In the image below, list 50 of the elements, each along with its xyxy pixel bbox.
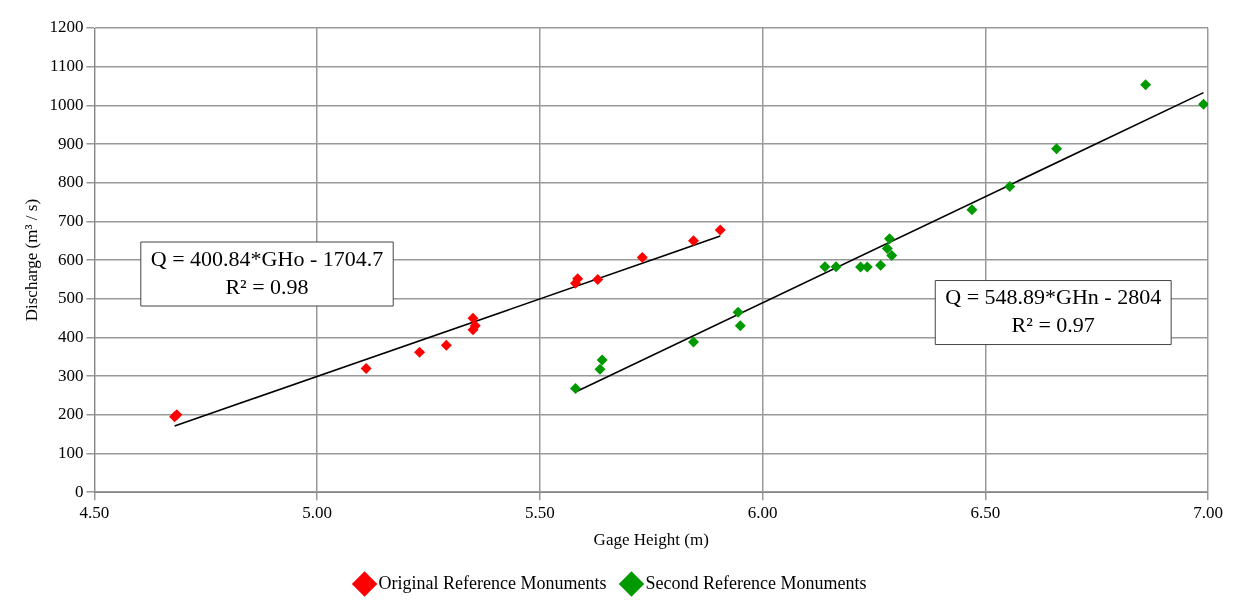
x-tick-label: 5.50 [524,502,555,522]
point [734,320,746,332]
point [596,354,608,366]
x-tick-label: 6.00 [747,502,778,522]
point [467,312,479,324]
point [819,261,831,273]
point [594,363,606,375]
y-tick-label: 1100 [50,56,84,76]
x-tick-label: 4.50 [79,502,110,522]
point [1051,143,1063,155]
y-tick-label: 600 [57,249,84,269]
point [884,233,896,245]
point [966,204,978,216]
point [732,306,744,318]
y-tick-label: 400 [57,326,84,346]
point [636,251,648,263]
x-axis-title: Gage Height (m) [593,530,709,550]
point [875,259,887,271]
legend-label: Second Reference Monuments [645,572,867,593]
x-tick-label: 6.50 [970,502,1001,522]
point [1004,181,1016,193]
y-axis-title: Discharge (m³ / s) [21,198,41,322]
point [881,243,893,254]
x-tick-label: 7.00 [1193,502,1223,522]
point [414,346,426,358]
point [569,383,581,395]
y-tick-label: 0 [74,481,84,501]
y-tick-label: 100 [57,442,84,462]
point [688,336,700,348]
y-tick-label: 300 [57,365,84,385]
point [714,224,726,236]
point [360,362,372,374]
point [830,261,842,273]
x-tick-label: 5.00 [302,502,332,522]
y-tick-label: 500 [57,288,84,308]
point [592,273,604,285]
y-tick-label: 800 [57,172,84,192]
point [688,235,700,247]
point [1198,98,1208,110]
legend-label: Original Reference Monuments [378,572,607,593]
annotation: Q = 400.84*GHo - 1704.7 R² = 0.98 [150,245,384,299]
y-tick-label: 1200 [49,17,84,37]
y-tick-label: 900 [57,133,84,153]
point [886,249,898,261]
y-tick-label: 1000 [49,94,84,114]
point [440,339,452,351]
point [1140,79,1152,91]
y-tick-label: 700 [57,210,84,230]
annotation: Q = 548.89*GHn - 2804 R² = 0.97 [945,284,1162,338]
y-tick-label: 200 [57,404,84,424]
